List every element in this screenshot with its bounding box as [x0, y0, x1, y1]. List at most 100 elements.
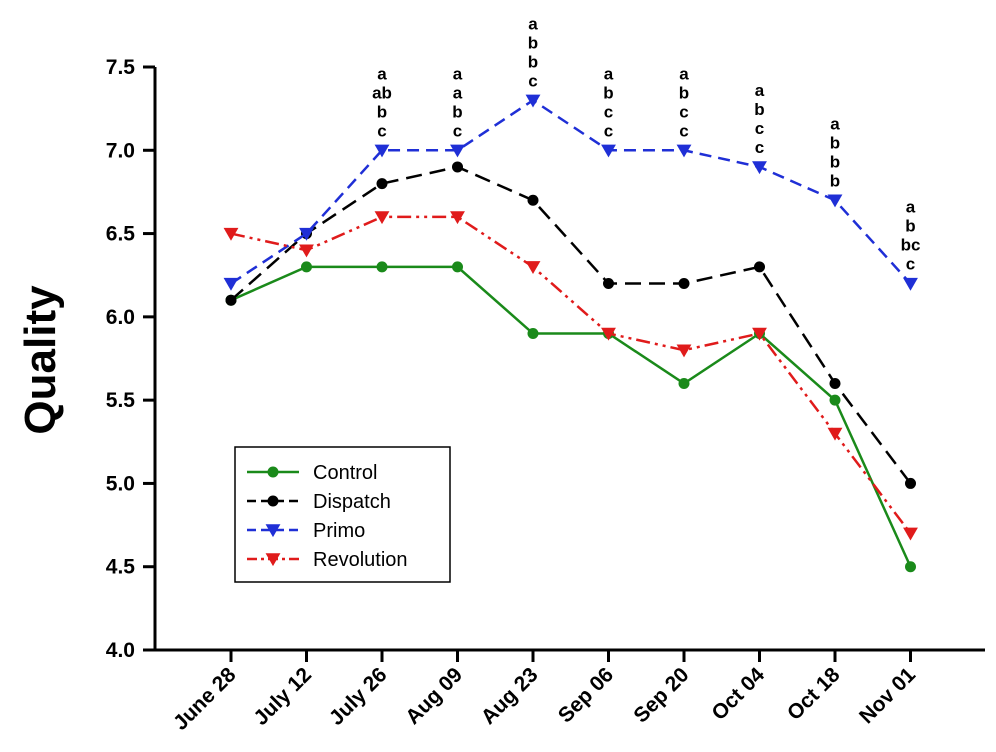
series-dispatch — [225, 161, 916, 489]
data-point — [223, 277, 239, 291]
legend-marker — [267, 495, 279, 507]
data-point — [905, 477, 916, 489]
legend: Control Dispatch Primo Revolution — [234, 446, 451, 583]
data-point — [452, 161, 463, 173]
x-axis-ticks: June 28 July 12 July 26 Aug 09 Aug 23 Sep 06 S… — [169, 650, 920, 735]
data-point — [301, 261, 312, 273]
significance-letter: c — [604, 121, 613, 140]
series-primo — [223, 94, 918, 291]
data-point — [299, 227, 314, 241]
x-tick-label: Sep 06 — [554, 663, 618, 727]
significance-letter: c — [604, 102, 613, 121]
data-point — [829, 377, 841, 389]
data-point — [527, 328, 539, 340]
significance-letter: a — [453, 64, 463, 83]
legend-item-primo: Primo — [247, 520, 365, 542]
data-point — [827, 427, 843, 441]
data-point — [525, 261, 541, 275]
significance-letter: c — [679, 121, 688, 140]
data-point — [527, 194, 539, 206]
data-point — [525, 94, 541, 108]
significance-letter: c — [453, 121, 462, 140]
data-point — [903, 277, 918, 291]
significance-letter: b — [528, 33, 538, 52]
significance-letter: a — [679, 64, 689, 83]
legend-marker — [265, 553, 281, 567]
legend-item-dispatch: Dispatch — [247, 491, 391, 513]
significance-letter: b — [452, 102, 462, 121]
significance-letter: b — [377, 102, 387, 121]
significance-letter: a — [830, 114, 840, 133]
x-tick-label: Aug 09 — [401, 663, 467, 729]
x-tick-label: Nov 01 — [855, 663, 920, 728]
data-point — [299, 244, 314, 258]
data-point — [754, 261, 765, 273]
significance-letter: b — [830, 171, 840, 190]
x-tick-label: July 26 — [325, 663, 392, 730]
legend-marker — [265, 524, 281, 538]
x-tick-label: Sep 20 — [629, 663, 693, 727]
significance-letter: b — [830, 133, 840, 152]
significance-letter: b — [679, 83, 689, 102]
y-axis-label: Quality — [16, 285, 65, 435]
legend-label: Control — [313, 462, 377, 484]
data-point — [450, 144, 465, 158]
significance-letter: a — [528, 14, 538, 33]
data-point — [601, 144, 616, 158]
significance-letter: b — [528, 52, 538, 71]
significance-letter: b — [754, 100, 764, 119]
data-point — [450, 211, 465, 225]
significance-letter: ab — [372, 83, 392, 102]
significance-letter: c — [906, 255, 915, 274]
significance-letter: b — [830, 152, 840, 171]
y-tick-label: 6.0 — [106, 306, 135, 329]
significance-letter: a — [755, 81, 765, 100]
data-point — [676, 344, 692, 358]
series-group — [223, 94, 918, 573]
x-tick-label: Aug 23 — [477, 663, 543, 729]
legend-label: Primo — [313, 520, 365, 542]
significance-letter: c — [679, 102, 688, 121]
data-point — [376, 178, 388, 190]
data-point — [752, 161, 767, 175]
significance-letter: c — [528, 71, 537, 90]
data-point — [827, 194, 843, 208]
x-tick-label: July 12 — [249, 663, 316, 730]
y-tick-label: 7.0 — [106, 139, 135, 162]
series-line — [230, 98, 912, 285]
data-point — [678, 278, 690, 290]
significance-letter: c — [377, 121, 386, 140]
y-tick-label: 4.0 — [106, 639, 135, 662]
series-line — [230, 165, 912, 485]
data-point — [903, 527, 918, 541]
legend-marker — [267, 466, 279, 478]
significance-letter: b — [603, 83, 613, 102]
significance-letter: a — [906, 198, 916, 217]
series-revolution — [223, 211, 918, 541]
data-point — [452, 261, 463, 273]
legend-label: Revolution — [313, 549, 408, 571]
data-point — [223, 227, 239, 241]
significance-letter: b — [905, 217, 915, 236]
data-point — [676, 144, 692, 158]
significance-letter: c — [755, 119, 764, 138]
y-tick-label: 4.5 — [106, 556, 136, 579]
data-point — [225, 294, 237, 306]
y-axis-ticks: 4.0 4.5 5.0 5.5 6.0 6.5 7.0 7.5 — [106, 56, 155, 662]
y-tick-label: 5.0 — [106, 472, 135, 495]
x-tick-label: Oct 04 — [707, 663, 769, 725]
data-point — [376, 261, 388, 273]
data-point — [678, 377, 690, 389]
series-line — [230, 265, 912, 568]
data-point — [601, 327, 616, 341]
y-tick-label: 6.5 — [106, 223, 136, 246]
data-point — [374, 144, 390, 158]
data-point — [829, 394, 841, 406]
y-tick-label: 5.5 — [106, 389, 136, 412]
significance-letter: c — [755, 138, 764, 157]
significance-letter: a — [377, 64, 387, 83]
y-tick-label: 7.5 — [106, 56, 136, 79]
legend-label: Dispatch — [313, 491, 391, 513]
data-point — [603, 278, 614, 290]
